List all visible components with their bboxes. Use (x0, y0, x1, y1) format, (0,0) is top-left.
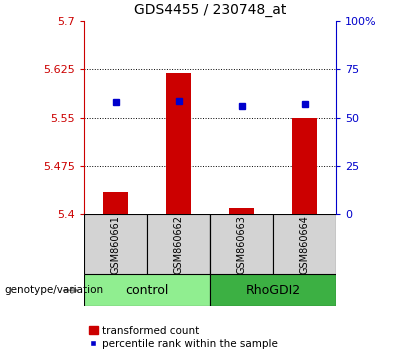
Bar (210, 274, 336, 306)
Bar (292, 118, 317, 214)
Text: genotype/variation: genotype/variation (4, 285, 103, 295)
Bar (147, 214, 210, 274)
Bar (273, 214, 336, 274)
Text: RhoGDI2: RhoGDI2 (245, 284, 301, 297)
Bar (103, 192, 128, 214)
Bar (166, 73, 191, 214)
Text: GSM860664: GSM860664 (299, 215, 310, 274)
Text: GSM860661: GSM860661 (110, 215, 121, 274)
Bar (84, 274, 210, 306)
Title: GDS4455 / 230748_at: GDS4455 / 230748_at (134, 4, 286, 17)
Bar (210, 214, 273, 274)
Text: GSM860662: GSM860662 (173, 215, 184, 274)
Text: control: control (125, 284, 169, 297)
Legend: transformed count, percentile rank within the sample: transformed count, percentile rank withi… (89, 326, 278, 349)
Bar (84, 214, 147, 274)
Text: GSM860663: GSM860663 (236, 215, 247, 274)
Bar (229, 208, 254, 214)
